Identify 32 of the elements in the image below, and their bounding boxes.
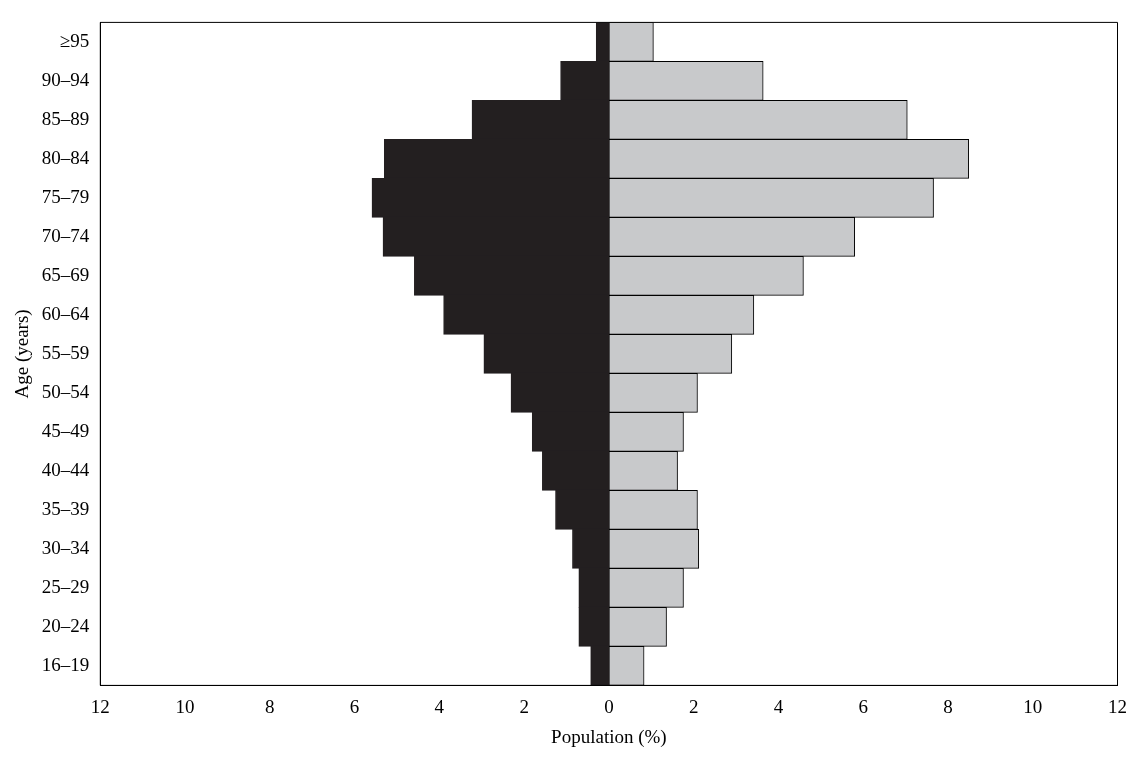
x-tick-label: 0 (604, 695, 614, 717)
y-tick-label: 16–19 (41, 653, 90, 675)
y-tick-label: 55–59 (41, 341, 90, 363)
x-tick-label: 10 (1023, 695, 1043, 717)
x-tick-label: 4 (773, 695, 784, 717)
x-tick-label: 12 (1108, 695, 1127, 717)
y-tick-label: 60–64 (41, 302, 90, 324)
x-tick-label: 6 (858, 695, 868, 717)
y-tick-label: 65–69 (41, 263, 90, 285)
x-tick-label: 4 (434, 695, 445, 717)
x-axis-title: Population (%) (551, 725, 667, 748)
x-tick-label: 6 (349, 695, 360, 717)
x-tick-label: 2 (688, 695, 699, 717)
x-tick-label: 8 (265, 695, 275, 717)
y-tick-label: 80–84 (41, 146, 90, 168)
y-tick-label: 40–44 (41, 458, 90, 480)
y-tick-label: 75–79 (41, 185, 90, 207)
x-tick-label: 10 (175, 695, 195, 717)
y-tick-label: 25–29 (41, 575, 90, 597)
y-tick-label: 45–49 (41, 419, 90, 441)
x-tick-label: 8 (943, 695, 953, 717)
y-tick-label: ≥95 (59, 29, 90, 51)
y-tick-label: 85–89 (41, 107, 90, 129)
y-tick-label: 70–74 (41, 224, 90, 246)
x-tick-label: 12 (90, 695, 110, 717)
x-tick-label: 2 (519, 695, 529, 717)
y-tick-label: 30–34 (41, 536, 90, 558)
y-tick-label: 50–54 (41, 380, 90, 402)
y-axis-title: Age (years) (11, 309, 34, 399)
y-tick-label: 35–39 (41, 497, 90, 519)
y-tick-label: 20–24 (41, 614, 90, 636)
y-tick-label: 90–94 (41, 68, 90, 90)
